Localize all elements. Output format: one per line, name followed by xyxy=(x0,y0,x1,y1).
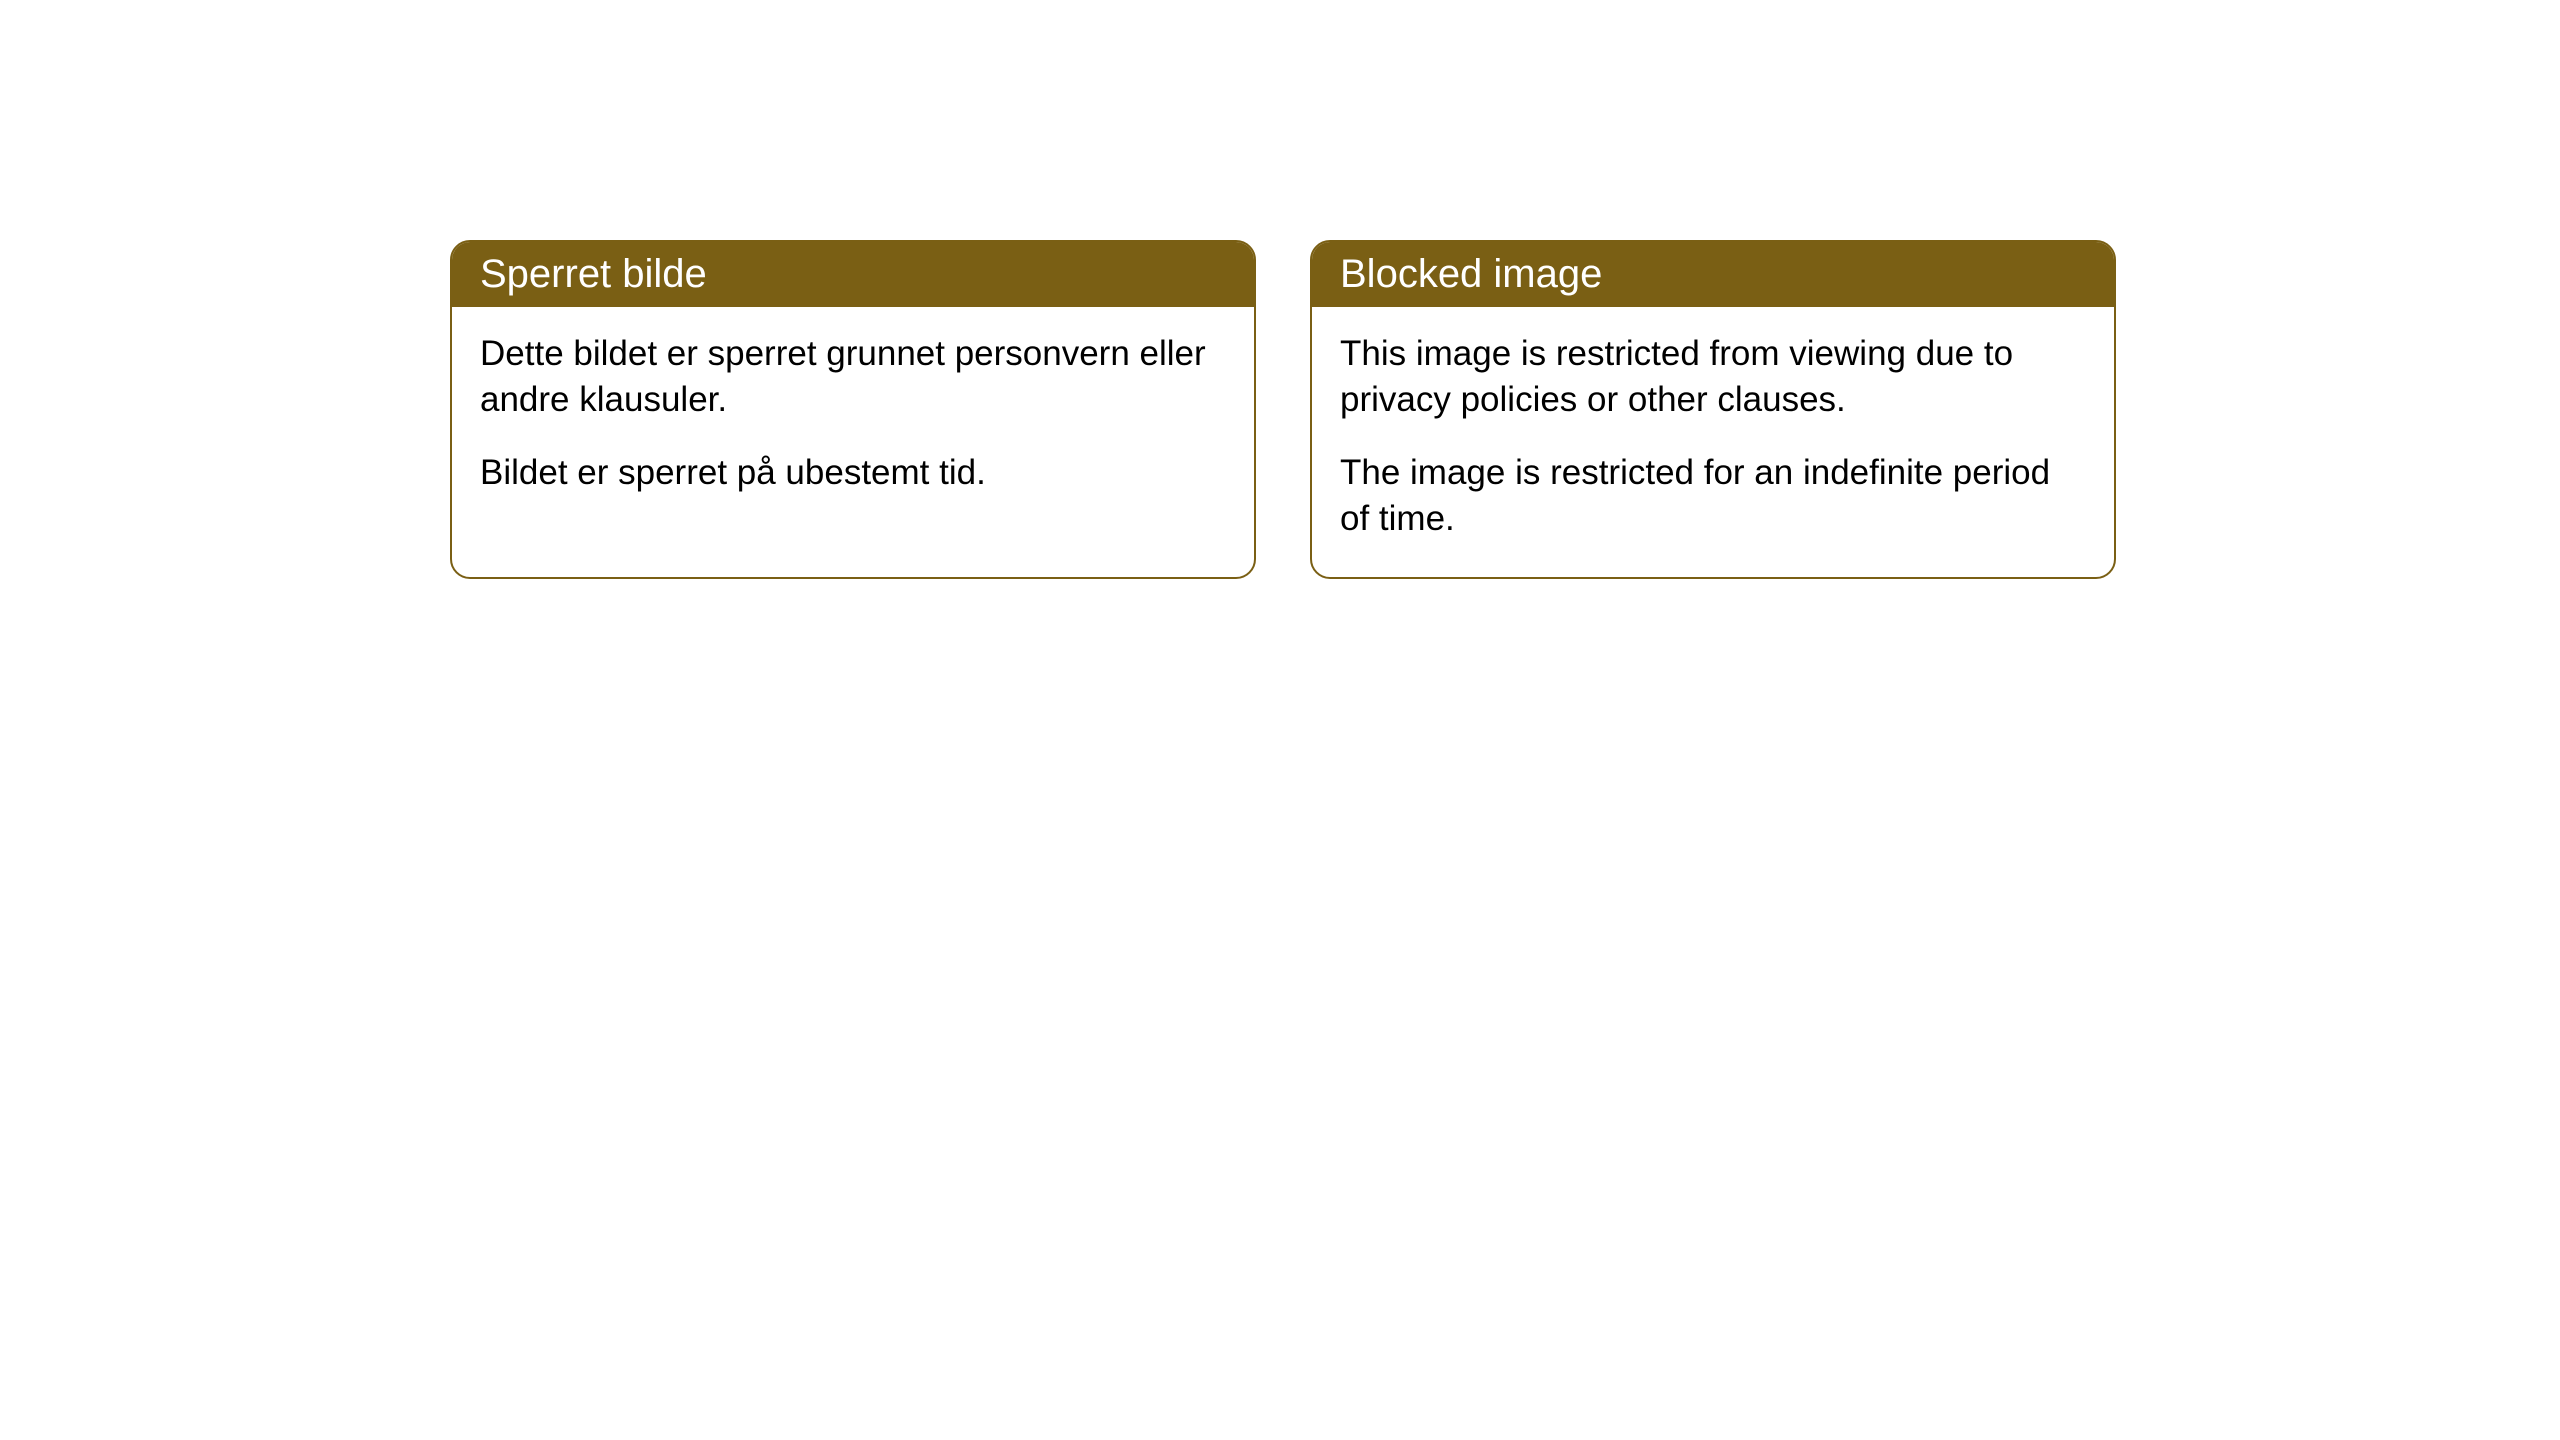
card-title: Blocked image xyxy=(1340,252,1602,296)
card-paragraph: Bildet er sperret på ubestemt tid. xyxy=(480,450,1226,496)
card-body-english: This image is restricted from viewing du… xyxy=(1312,307,2114,577)
card-header-english: Blocked image xyxy=(1312,242,2114,307)
card-paragraph: Dette bildet er sperret grunnet personve… xyxy=(480,331,1226,422)
card-header-norwegian: Sperret bilde xyxy=(452,242,1254,307)
notice-card-norwegian: Sperret bilde Dette bildet er sperret gr… xyxy=(450,240,1256,579)
card-body-norwegian: Dette bildet er sperret grunnet personve… xyxy=(452,307,1254,532)
card-title: Sperret bilde xyxy=(480,252,707,296)
notice-card-english: Blocked image This image is restricted f… xyxy=(1310,240,2116,579)
card-paragraph: The image is restricted for an indefinit… xyxy=(1340,450,2086,541)
notice-cards-container: Sperret bilde Dette bildet er sperret gr… xyxy=(450,240,2116,579)
card-paragraph: This image is restricted from viewing du… xyxy=(1340,331,2086,422)
